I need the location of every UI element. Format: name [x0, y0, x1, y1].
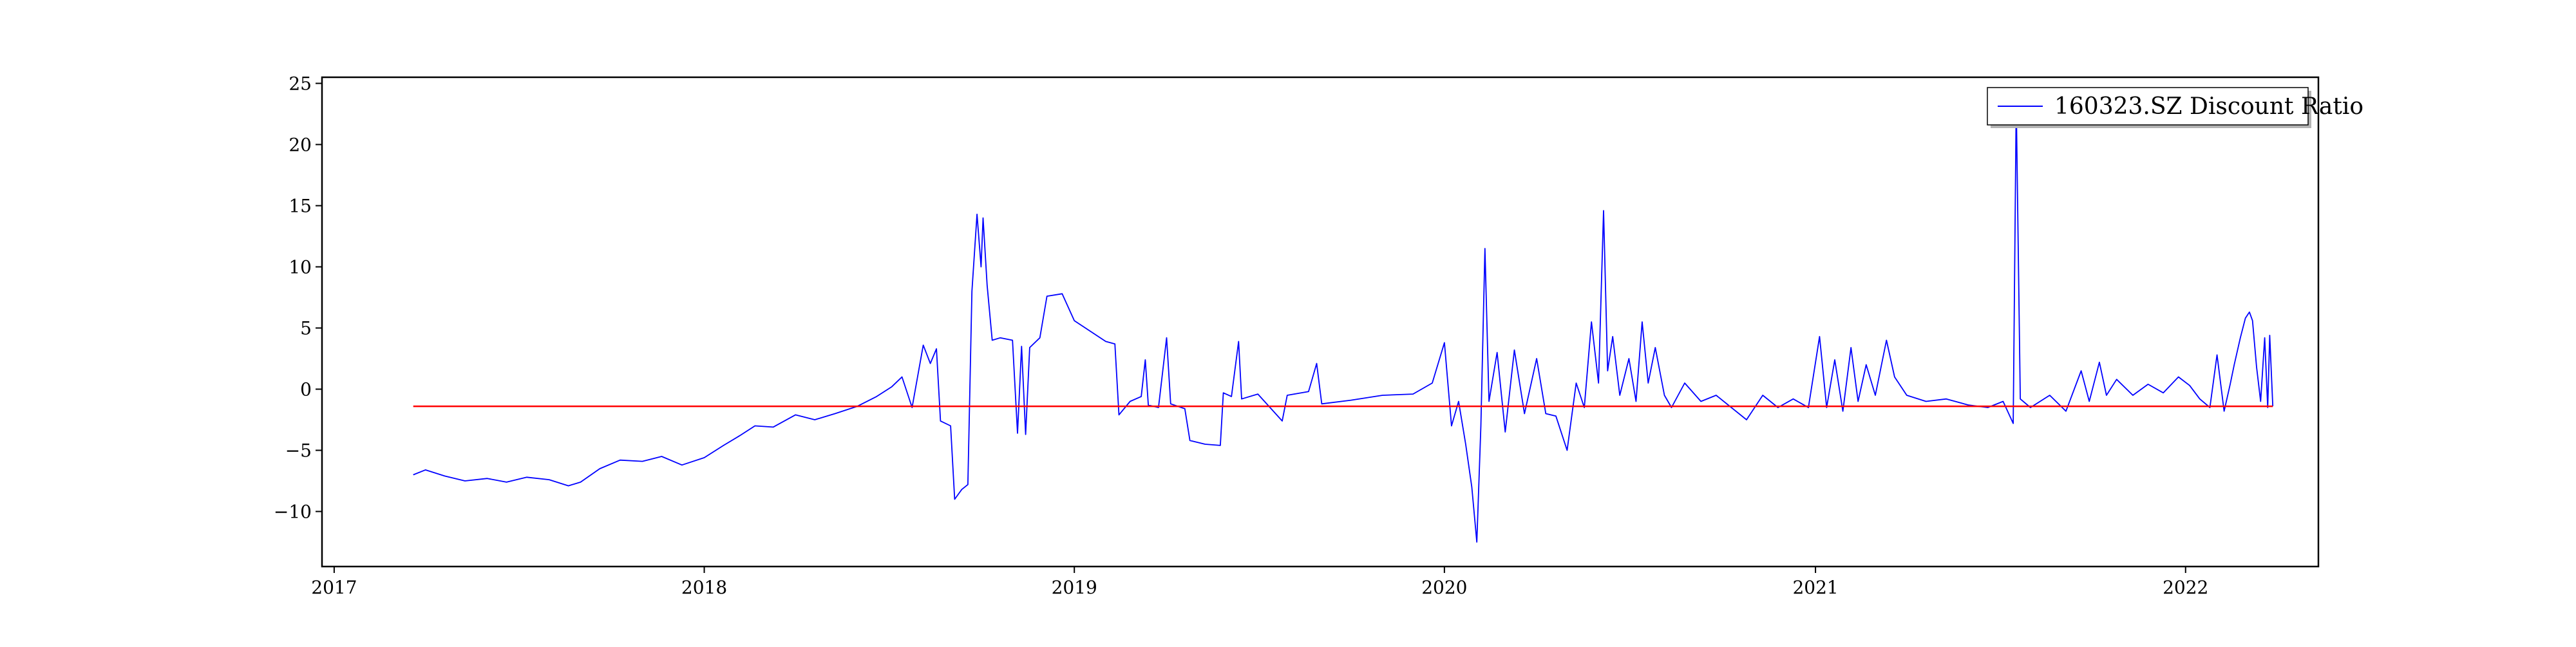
x-tick-label: 2017	[311, 577, 357, 598]
y-tick-label: −5	[285, 440, 312, 462]
x-tick-label: 2022	[2163, 577, 2208, 598]
y-tick-label: 10	[289, 257, 312, 278]
plot-background	[322, 77, 2318, 567]
y-tick-label: −10	[274, 502, 312, 523]
x-tick-label: 2019	[1052, 577, 1097, 598]
y-tick-label: 5	[300, 318, 312, 339]
y-tick-label: 0	[300, 379, 312, 400]
legend-label: 160323.SZ Discount Ratio	[2054, 93, 2363, 120]
y-tick-label: 20	[289, 135, 312, 156]
discount-ratio-line	[413, 101, 2274, 543]
data-layer	[413, 101, 2274, 543]
y-tick-label: 15	[289, 196, 312, 217]
x-tick-label: 2021	[1792, 577, 1838, 598]
x-tick-label: 2020	[1421, 577, 1467, 598]
legend: 160323.SZ Discount Ratio	[1987, 87, 2363, 128]
x-tick-label: 2018	[681, 577, 727, 598]
plot-frame	[321, 76, 2320, 568]
tick-layer: 2017 2018 2019 2020 2021 2022 −10 −5 0 5 10 15 20 25	[274, 73, 2208, 599]
y-tick-label: 25	[289, 73, 312, 95]
